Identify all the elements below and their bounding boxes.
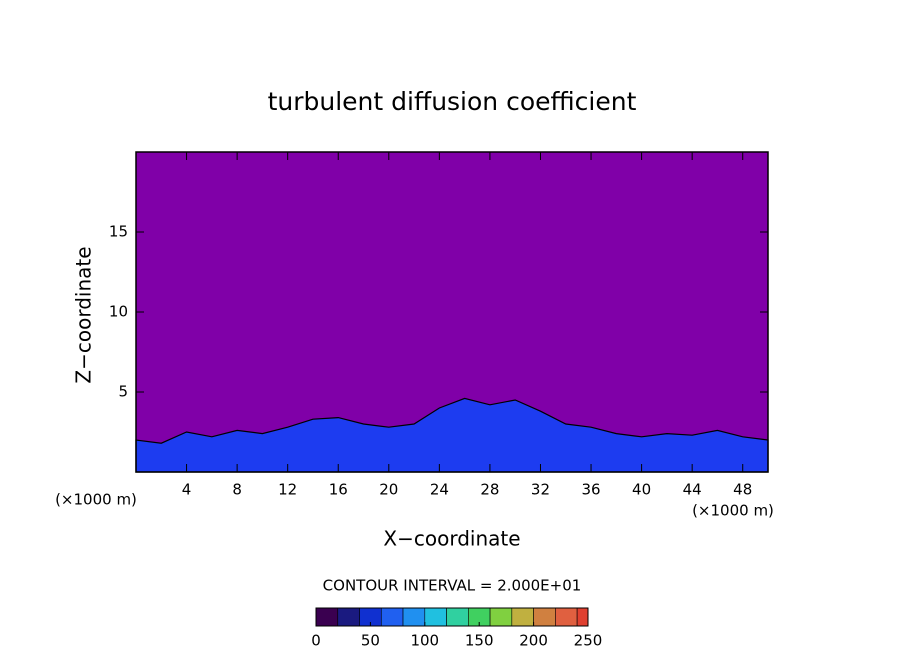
- y-unit: (×1000 m): [55, 491, 137, 509]
- colorbar-band: [533, 607, 556, 627]
- x-tick-label: 28: [480, 481, 499, 499]
- colorbar-tick-label: 0: [311, 632, 321, 650]
- y-tick-label: 5: [118, 383, 128, 401]
- contour-interval: CONTOUR INTERVAL = 2.000E+01: [323, 577, 582, 595]
- x-tick-label: 36: [581, 481, 600, 499]
- x-tick-label: 32: [531, 481, 550, 499]
- colorbar-band: [511, 607, 534, 627]
- colorbar-frame: [315, 607, 589, 627]
- x-tick-label: 4: [182, 481, 192, 499]
- x-tick-label: 48: [733, 481, 752, 499]
- colorbar-band: [315, 607, 339, 627]
- x-tick-label: 40: [632, 481, 651, 499]
- colorbar-tick-label: 100: [410, 632, 439, 650]
- x-unit: (×1000 m): [692, 502, 774, 520]
- colorbar-band: [337, 607, 360, 627]
- x-tick-label: 12: [278, 481, 297, 499]
- x-tick-label: 24: [430, 481, 449, 499]
- y-tick-label: 10: [109, 303, 128, 321]
- colorbar-band: [380, 607, 404, 627]
- x-axis-label: X−coordinate: [383, 527, 520, 551]
- x-tick-label: 44: [683, 481, 702, 499]
- colorbar-tick-label: 200: [519, 632, 548, 650]
- colorbar-band: [555, 607, 578, 627]
- colorbar-band: [576, 607, 589, 627]
- turbulent-layer: [135, 397, 769, 473]
- colorbar-band: [402, 607, 426, 627]
- x-tick-label: 8: [232, 481, 242, 499]
- colorbar-tick-label: 250: [574, 632, 603, 650]
- colorbar-band: [446, 607, 469, 627]
- y-axis-label: Z−coordinate: [72, 246, 96, 383]
- colorbar-band: [489, 607, 513, 627]
- colorbar-tick-label: 50: [361, 632, 380, 650]
- colorbar-band: [424, 607, 447, 627]
- colorbar-tick-label: 150: [465, 632, 494, 650]
- y-tick-label: 15: [109, 223, 128, 241]
- x-tick-label: 16: [329, 481, 348, 499]
- x-tick-label: 20: [379, 481, 398, 499]
- chart-title: turbulent diffusion coefficient: [268, 87, 637, 116]
